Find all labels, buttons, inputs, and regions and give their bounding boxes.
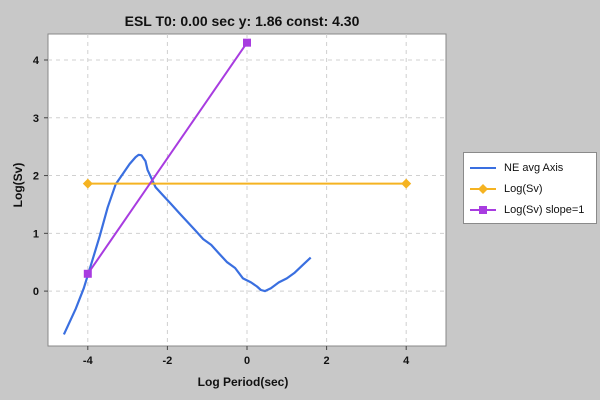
legend-label: Log(Sv) slope=1 xyxy=(504,203,585,216)
legend-item: Log(Sv) slope=1 xyxy=(468,199,592,220)
series-layer xyxy=(62,38,412,335)
y-tick-label: 4 xyxy=(33,55,40,67)
x-tick-label: -4 xyxy=(83,355,94,367)
x-tick-label: 0 xyxy=(244,355,250,367)
legend-swatch xyxy=(470,183,496,194)
legend: NE avg Axis Log(Sv) Log(Sv) slope=1 xyxy=(463,152,597,224)
legend-swatch xyxy=(470,205,496,214)
grid xyxy=(48,34,446,346)
series-2-point xyxy=(83,269,92,278)
series-0-line xyxy=(62,153,312,335)
series-2-line xyxy=(86,42,248,275)
y-axis-label: Log(Sv) xyxy=(11,163,25,208)
x-tick-label: 4 xyxy=(403,355,410,367)
y-tick-label: 3 xyxy=(33,113,39,125)
axis-ticks: -4 -2 0 2 4 0 1 2 3 4 xyxy=(33,55,410,367)
legend-item: NE avg Axis xyxy=(468,157,592,178)
y-tick-label: 1 xyxy=(33,228,39,240)
legend-item: Log(Sv) xyxy=(468,178,592,199)
series-1-point xyxy=(401,178,412,189)
legend-label: Log(Sv) xyxy=(504,182,543,195)
series-1-point xyxy=(82,178,93,189)
x-tick-label: -2 xyxy=(163,355,173,367)
y-tick-label: 2 xyxy=(33,171,39,183)
chart-title: ESL T0: 0.00 sec y: 1.86 const: 4.30 xyxy=(125,13,360,29)
series-2-point xyxy=(243,38,251,47)
y-tick-label: 0 xyxy=(33,286,39,298)
legend-label: NE avg Axis xyxy=(504,161,564,174)
x-axis-label: Log Period(sec) xyxy=(198,375,289,389)
legend-swatch xyxy=(470,166,496,169)
x-tick-label: 2 xyxy=(324,355,330,367)
